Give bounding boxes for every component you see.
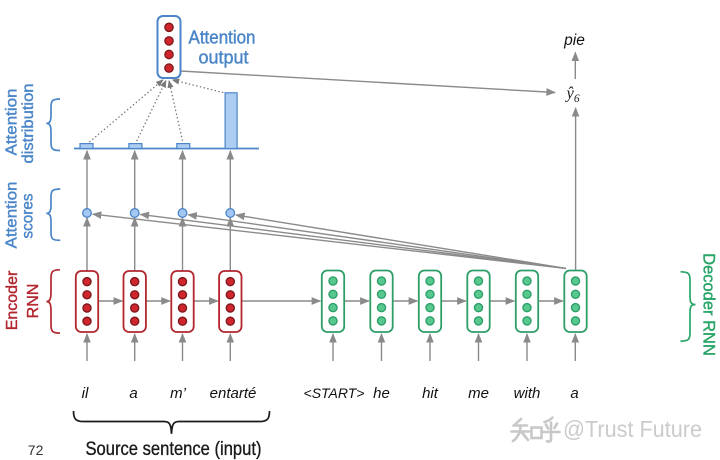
svg-text:72: 72 [28, 442, 44, 458]
svg-text:hit: hit [422, 385, 439, 402]
svg-text:scores: scores [20, 193, 37, 238]
svg-text:output: output [199, 48, 249, 68]
svg-text:entarté: entarté [210, 385, 257, 402]
svg-text:a: a [570, 385, 578, 402]
svg-text:Attention: Attention [4, 182, 21, 249]
svg-text:ŷ6: ŷ6 [565, 84, 580, 106]
svg-text:Attention: Attention [4, 89, 21, 156]
svg-text:a: a [129, 385, 137, 402]
svg-text:pie: pie [563, 32, 585, 49]
svg-text:@Trust Future: @Trust Future [563, 416, 702, 442]
svg-text:m’: m’ [170, 385, 186, 402]
svg-text:il: il [82, 385, 89, 402]
svg-text:RNN: RNN [25, 284, 42, 319]
svg-text:he: he [373, 385, 390, 402]
svg-text:with: with [514, 385, 541, 402]
svg-text:Source sentence (input): Source sentence (input) [86, 438, 262, 460]
svg-text:Encoder: Encoder [4, 270, 21, 330]
svg-text:Decoder RNN: Decoder RNN [700, 253, 718, 356]
svg-text:distribution: distribution [20, 84, 37, 164]
svg-text:<START>: <START> [304, 385, 365, 401]
svg-text:Attention: Attention [189, 28, 256, 48]
svg-text:me: me [468, 385, 489, 402]
